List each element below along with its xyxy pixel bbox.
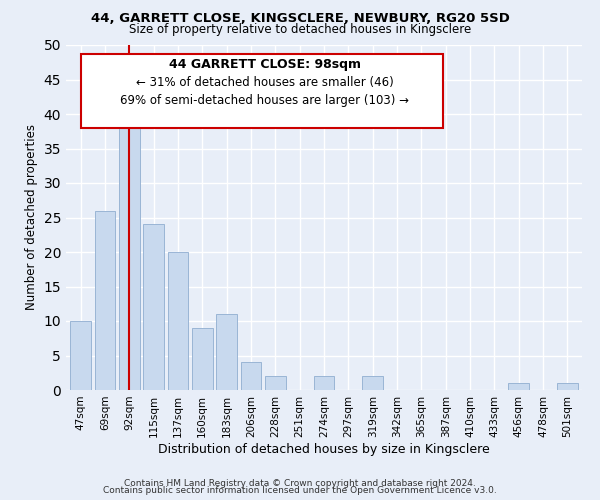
Bar: [508, 383, 529, 390]
X-axis label: Distribution of detached houses by size in Kingsclere: Distribution of detached houses by size …: [158, 442, 490, 456]
Text: 44 GARRETT CLOSE: 98sqm: 44 GARRETT CLOSE: 98sqm: [169, 58, 361, 71]
Bar: [70, 321, 91, 390]
Bar: [119, 128, 140, 390]
Bar: [265, 376, 286, 390]
Bar: [143, 224, 164, 390]
Bar: [241, 362, 262, 390]
Bar: [95, 210, 115, 390]
Text: Size of property relative to detached houses in Kingsclere: Size of property relative to detached ho…: [129, 23, 471, 36]
Y-axis label: Number of detached properties: Number of detached properties: [25, 124, 38, 310]
Text: Contains public sector information licensed under the Open Government Licence v3: Contains public sector information licen…: [103, 486, 497, 495]
Bar: [167, 252, 188, 390]
Bar: [362, 376, 383, 390]
Text: ← 31% of detached houses are smaller (46): ← 31% of detached houses are smaller (46…: [136, 76, 394, 89]
Bar: [216, 314, 237, 390]
Text: 44, GARRETT CLOSE, KINGSCLERE, NEWBURY, RG20 5SD: 44, GARRETT CLOSE, KINGSCLERE, NEWBURY, …: [91, 12, 509, 26]
Text: 69% of semi-detached houses are larger (103) →: 69% of semi-detached houses are larger (…: [120, 94, 409, 106]
Bar: [192, 328, 212, 390]
FancyBboxPatch shape: [82, 54, 443, 128]
Text: Contains HM Land Registry data © Crown copyright and database right 2024.: Contains HM Land Registry data © Crown c…: [124, 478, 476, 488]
Bar: [557, 383, 578, 390]
Bar: [314, 376, 334, 390]
